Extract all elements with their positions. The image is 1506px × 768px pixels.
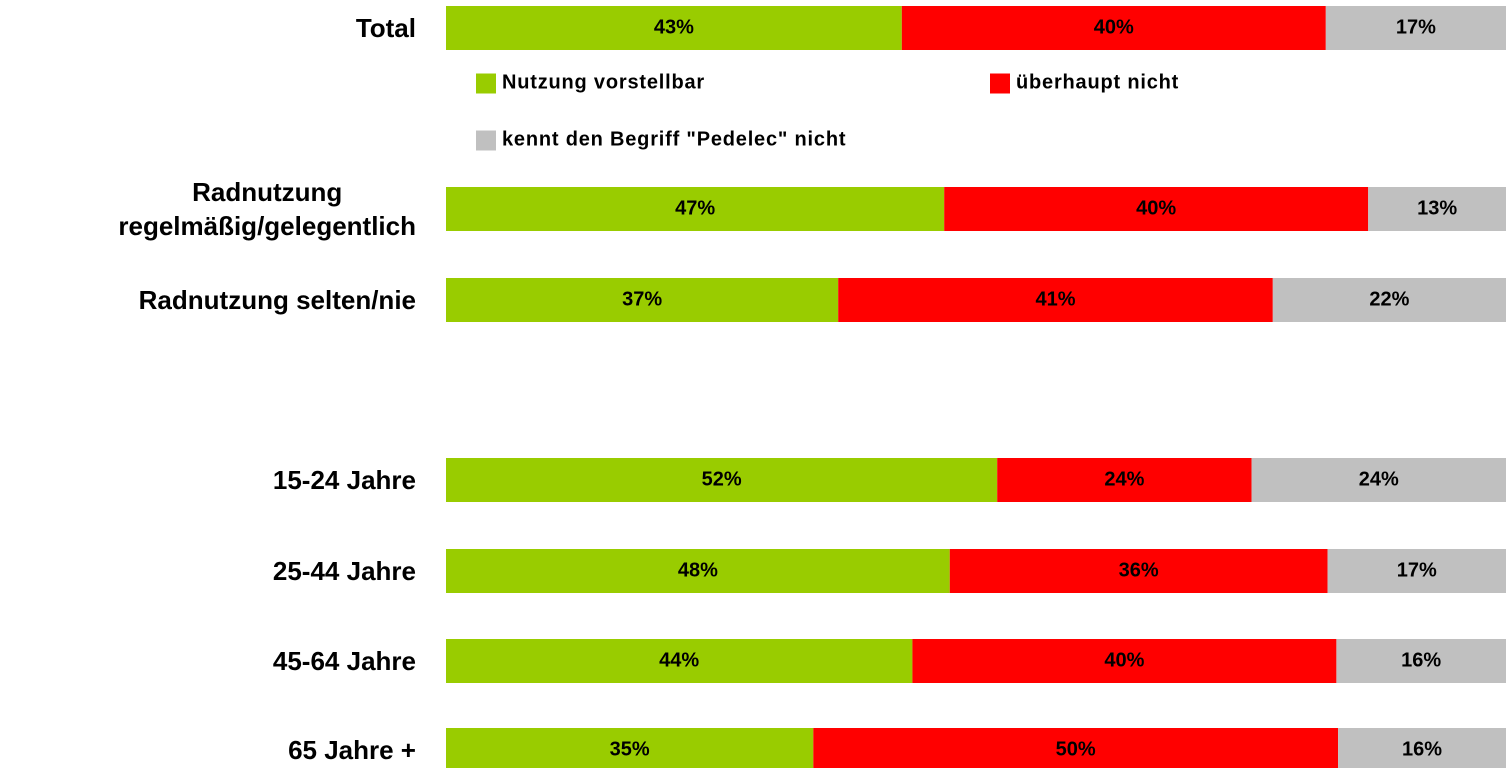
value-label: 40% [1094, 16, 1134, 38]
bar-segment [446, 549, 950, 593]
category-label: Total [356, 11, 416, 45]
bar-segment [1325, 6, 1506, 50]
category-text: 15-24 Jahre [272, 465, 416, 495]
value-label: 37% [622, 288, 662, 310]
value-label: 40% [1104, 649, 1144, 671]
category-text: 45-64 Jahre [272, 646, 416, 676]
bar-segment [446, 278, 839, 322]
bar-segment [1272, 278, 1506, 322]
bar-segment [1336, 639, 1506, 683]
value-label: 35% [610, 738, 650, 760]
value-label: 40% [1136, 197, 1176, 219]
legend-item: kennt den Begriff "Pedelec" nicht [476, 129, 846, 152]
category-text: Radnutzung regelmäßig/gelegentlich [118, 177, 416, 241]
value-label: 24% [1104, 468, 1144, 490]
value-label: 41% [1035, 288, 1075, 310]
bar-segment [912, 639, 1337, 683]
category-label: 45-64 Jahre [273, 644, 416, 678]
value-label: 24% [1359, 468, 1399, 490]
bar-segment [949, 549, 1328, 593]
bar-segment [446, 639, 913, 683]
bar-segment [446, 728, 814, 768]
bar-segment [446, 6, 902, 50]
bar-segment [446, 458, 998, 502]
legend-text: Nutzung vorstellbar [502, 71, 705, 94]
legend-text: kennt den Begriff "Pedelec" nicht [502, 128, 847, 151]
category-label: 65 Jahre + [288, 733, 416, 767]
bar-segment [944, 187, 1369, 231]
value-label: 50% [1056, 738, 1096, 760]
legend-swatch [476, 73, 496, 93]
bar-segment [1251, 458, 1506, 502]
category-text: Radnutzung selten/nie [138, 285, 416, 315]
bar-segment [997, 458, 1252, 502]
value-label: 48% [678, 559, 718, 581]
value-label: 22% [1369, 288, 1409, 310]
bar-segment [446, 187, 945, 231]
legend-swatch [990, 73, 1010, 93]
value-label: 36% [1119, 559, 1159, 581]
value-label: 13% [1417, 197, 1457, 219]
value-label: 52% [702, 468, 742, 490]
category-text: 65 Jahre + [288, 735, 416, 765]
value-label: 43% [654, 16, 694, 38]
legend-item: Nutzung vorstellbar [476, 72, 705, 95]
value-label: 44% [659, 649, 699, 671]
category-text: 25-44 Jahre [272, 556, 416, 586]
category-text: Total [355, 13, 416, 43]
bar-segment [1327, 549, 1506, 593]
legend-item: überhaupt nicht [990, 72, 1179, 95]
legend-swatch [476, 130, 496, 150]
category-label: Radnutzung regelmäßig/gelegentlich [118, 175, 416, 243]
bar-segment [1338, 728, 1506, 768]
value-label: 16% [1402, 738, 1442, 760]
category-label: Radnutzung selten/nie [139, 283, 416, 317]
bar-segment [838, 278, 1273, 322]
category-label: 15-24 Jahre [273, 463, 416, 497]
value-label: 16% [1401, 649, 1441, 671]
bar-segment [901, 6, 1326, 50]
category-label: 25-44 Jahre [273, 554, 416, 588]
value-label: 17% [1396, 16, 1436, 38]
value-label: 17% [1397, 559, 1437, 581]
bar-segment [1368, 187, 1506, 231]
value-label: 47% [675, 197, 715, 219]
bar-segment [813, 728, 1339, 768]
legend-text: überhaupt nicht [1016, 71, 1180, 94]
